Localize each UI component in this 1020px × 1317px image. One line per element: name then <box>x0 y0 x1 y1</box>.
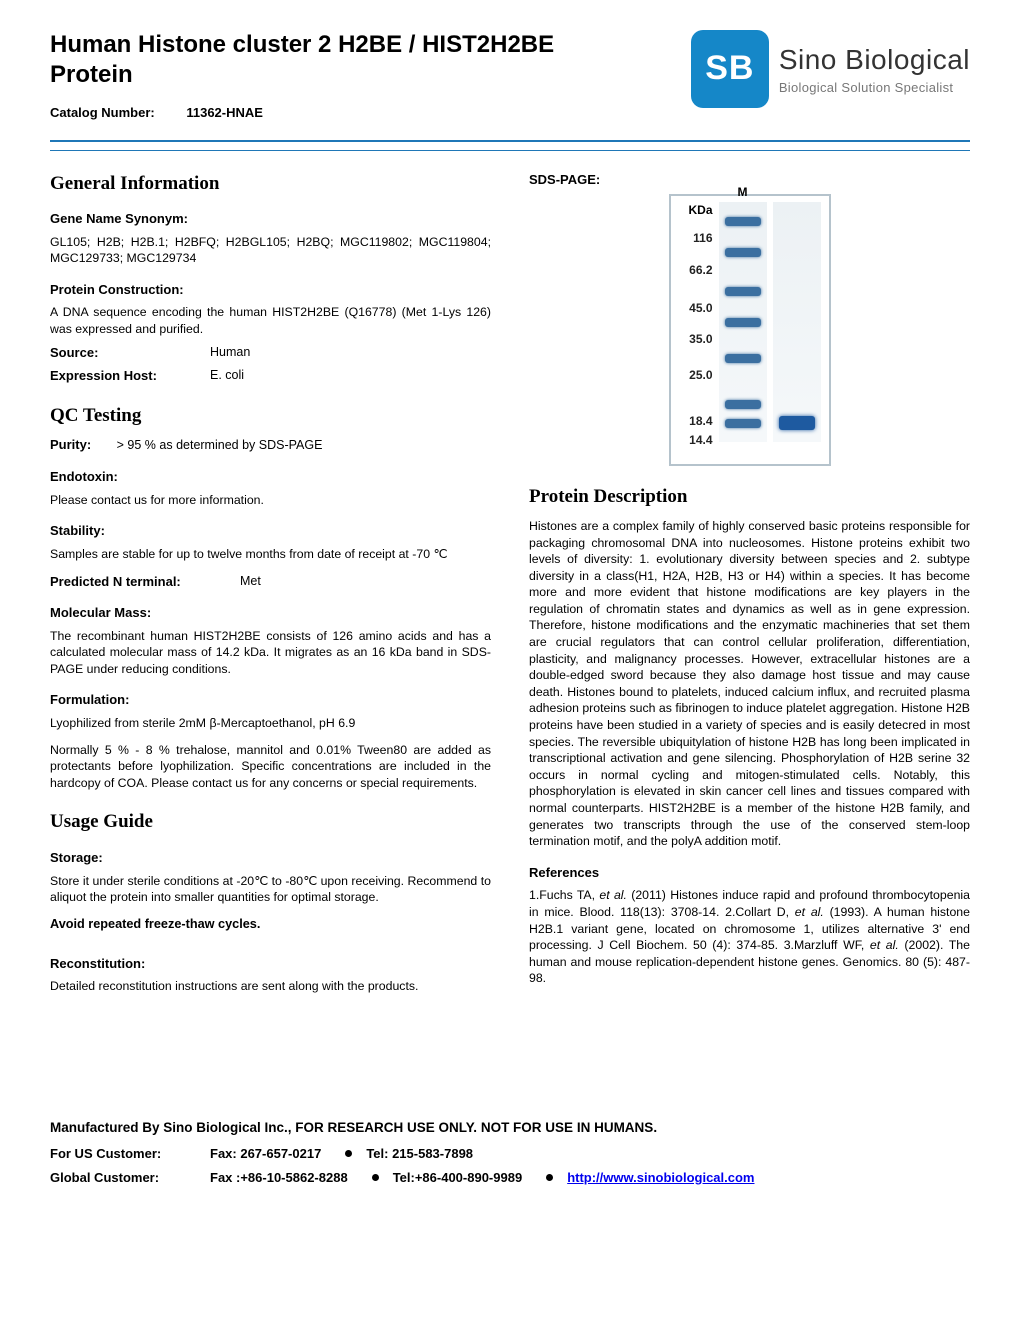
avoid-freeze-thaw: Avoid repeated freeze-thaw cycles. <box>50 916 491 933</box>
content-columns: General Information Gene Name Synonym: G… <box>50 171 970 999</box>
catalog-label: Catalog Number: <box>50 105 155 120</box>
footer-global-line: Global Customer: Fax :+86-10-5862-8288 T… <box>50 1169 970 1187</box>
gel-sample-band <box>779 416 815 430</box>
footer-global-tel: Tel:+86-400-890-9989 <box>393 1169 523 1187</box>
footer-line-1: Manufactured By Sino Biological Inc., FO… <box>50 1119 970 1137</box>
footer-url-link[interactable]: http://www.sinobiological.com <box>567 1169 754 1187</box>
logo-badge-icon: SB <box>691 30 769 108</box>
gel-lane-sample <box>773 202 821 442</box>
gene-name-label: Gene Name Synonym: <box>50 210 491 228</box>
purity-label: Purity: <box>50 437 91 452</box>
formulation-value-1: Lyophilized from sterile 2mM β-Mercaptoe… <box>50 715 491 732</box>
protein-description-heading: Protein Description <box>529 484 970 510</box>
source-row: Source: Human <box>50 344 491 362</box>
reconstitution-value: Detailed reconstitution instructions are… <box>50 978 491 995</box>
gel-marker-label: 45.0 <box>689 300 712 316</box>
footer-us-label: For US Customer: <box>50 1145 200 1163</box>
purity-row: Purity: > 95 % as determined by SDS-PAGE <box>50 436 491 454</box>
footer-us-fax: Fax: 267-657-0217 <box>210 1145 321 1163</box>
construction-value: A DNA sequence encoding the human HIST2H… <box>50 304 491 337</box>
storage-label: Storage: <box>50 849 491 867</box>
gel-marker-band <box>725 419 761 428</box>
source-label: Source: <box>50 344 210 362</box>
purity-value: > 95 % as determined by SDS-PAGE <box>117 438 323 452</box>
bullet-icon <box>345 1150 352 1157</box>
gel-lane-marker: M <box>719 202 767 442</box>
header-row: Human Histone cluster 2 H2BE / HIST2H2BE… <box>50 30 970 122</box>
host-label: Expression Host: <box>50 367 210 385</box>
gel-marker-band <box>725 287 761 296</box>
ref-etal: et al. <box>795 905 824 919</box>
construction-label: Protein Construction: <box>50 281 491 299</box>
ref-seg: 1.Fuchs TA, <box>529 888 599 902</box>
header-divider <box>50 140 970 151</box>
footer-global-label: Global Customer: <box>50 1169 200 1187</box>
footer: Manufactured By Sino Biological Inc., FO… <box>50 1119 970 1186</box>
storage-value: Store it under sterile conditions at -20… <box>50 873 491 906</box>
references-heading: References <box>529 864 970 882</box>
endotoxin-value: Please contact us for more information. <box>50 492 491 509</box>
reconstitution-label: Reconstitution: <box>50 955 491 973</box>
gel-frame: KDa 116 66.2 45.0 35.0 25.0 18.4 14.4 M <box>669 194 831 466</box>
gel-marker-label: 116 <box>693 230 712 246</box>
footer-global-fax: Fax :+86-10-5862-8288 <box>210 1169 348 1187</box>
host-row: Expression Host: E. coli <box>50 367 491 385</box>
right-column: SDS-PAGE: KDa 11666.245.035.025.018.414.… <box>529 171 970 999</box>
stability-value: Samples are stable for up to twelve mont… <box>50 546 491 563</box>
gel-marker-label: 66.2 <box>689 262 712 278</box>
gel-kda-label: KDa <box>688 202 712 218</box>
bullet-icon <box>546 1174 553 1181</box>
references-text: 1.Fuchs TA, et al. (2011) Histones induc… <box>529 887 970 987</box>
endotoxin-label: Endotoxin: <box>50 468 491 486</box>
footer-us-line: For US Customer: Fax: 267-657-0217 Tel: … <box>50 1145 970 1163</box>
gel-left-block: KDa 116 66.2 45.0 35.0 25.0 18.4 14.4 <box>679 202 713 458</box>
nterm-label: Predicted N terminal: <box>50 573 240 591</box>
qc-heading: QC Testing <box>50 403 491 429</box>
ref-etal: et al. <box>870 938 899 952</box>
gel-marker-band <box>725 217 761 226</box>
company-tagline: Biological Solution Specialist <box>779 79 970 97</box>
stability-label: Stability: <box>50 522 491 540</box>
gel-marker-label: 25.0 <box>689 367 712 383</box>
company-name: Sino Biological <box>779 41 970 79</box>
catalog-value: 11362-HNAE <box>186 105 263 120</box>
gel-marker-band <box>725 318 761 327</box>
gel-lanes: M <box>719 202 821 442</box>
footer-us-tel: Tel: 215-583-7898 <box>366 1145 473 1163</box>
nterm-row: Predicted N terminal: Met <box>50 573 491 591</box>
source-value: Human <box>210 344 250 362</box>
formulation-label: Formulation: <box>50 691 491 709</box>
gel-header: KDa <box>679 202 713 218</box>
logo-block: SB Sino Biological Biological Solution S… <box>691 30 970 108</box>
catalog-row: Catalog Number: 11362-HNAE <box>50 104 570 122</box>
gel-marker-label: 35.0 <box>689 331 712 347</box>
nterm-value: Met <box>240 573 261 591</box>
gel-marker-band <box>725 248 761 257</box>
page-title: Human Histone cluster 2 H2BE / HIST2H2BE… <box>50 30 570 90</box>
mass-label: Molecular Mass: <box>50 604 491 622</box>
usage-heading: Usage Guide <box>50 809 491 835</box>
gel-marker-label: 18.4 <box>689 413 712 429</box>
protein-description-text: Histones are a complex family of highly … <box>529 518 970 850</box>
gel-image: KDa 116 66.2 45.0 35.0 25.0 18.4 14.4 M <box>529 194 970 466</box>
gel-marker-labels: 116 66.2 45.0 35.0 25.0 18.4 14.4 <box>679 218 713 458</box>
mass-value: The recombinant human HIST2H2BE consists… <box>50 628 491 678</box>
gel-marker-label: 14.4 <box>689 432 712 448</box>
title-block: Human Histone cluster 2 H2BE / HIST2H2BE… <box>50 30 570 122</box>
logo-text: Sino Biological Biological Solution Spec… <box>779 41 970 96</box>
host-value: E. coli <box>210 367 244 385</box>
ref-etal: et al. <box>599 888 627 902</box>
gel-lane-m-label: M <box>719 184 767 200</box>
left-column: General Information Gene Name Synonym: G… <box>50 171 491 999</box>
formulation-value-2: Normally 5 % - 8 % trehalose, mannitol a… <box>50 742 491 792</box>
bullet-icon <box>372 1174 379 1181</box>
general-info-heading: General Information <box>50 171 491 197</box>
gel-marker-band <box>725 354 761 363</box>
gel-marker-band <box>725 400 761 409</box>
gene-name-value: GL105; H2B; H2B.1; H2BFQ; H2BGL105; H2BQ… <box>50 234 491 267</box>
